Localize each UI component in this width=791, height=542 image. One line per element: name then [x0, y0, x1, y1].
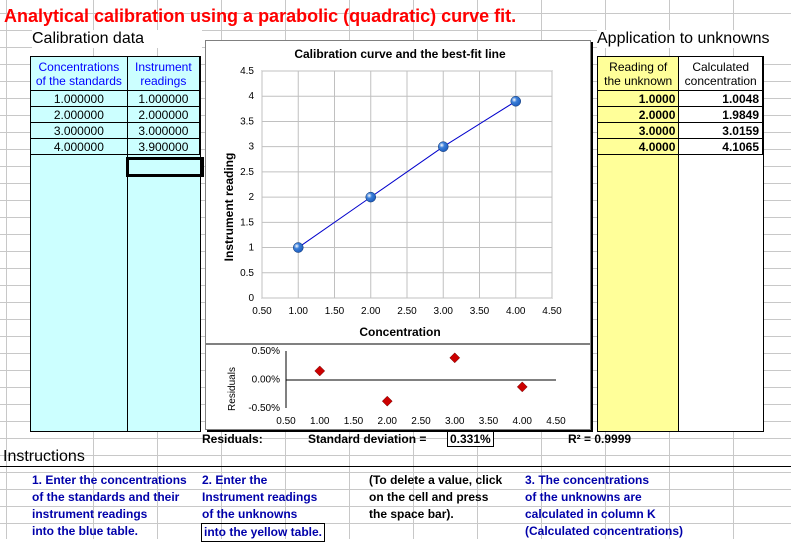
residual-x-tick-label: 3.00 — [445, 416, 465, 427]
y-tick-label: 1 — [248, 243, 254, 254]
residual-point — [516, 381, 528, 393]
residual-points — [314, 352, 528, 407]
calibration-chart-svg: Calibration curve and the best-fit line … — [222, 47, 562, 339]
standards-col-header: Concentrations of the standards — [30, 56, 128, 91]
y-tick-label: 4 — [248, 91, 254, 102]
y-tick-label: 1.5 — [240, 217, 254, 228]
unknown-reading-cell[interactable]: 1.0000 — [596, 90, 680, 107]
x-tick-label: 0.50 — [252, 306, 272, 317]
table-row: 4.0000 4.1065 — [596, 138, 763, 155]
residual-y-tick-label: 0.50% — [252, 346, 280, 357]
y-tick-label: 0.5 — [240, 268, 254, 279]
instruction-step-2: 2. Enter the Instrument readings of the … — [201, 472, 326, 542]
residual-y-tick-label: 0.00% — [252, 375, 280, 386]
residuals-chart[interactable]: -0.50% 0.00% 0.50% 0.50 1.00 1.50 2.00 2.50 3.0… — [205, 344, 591, 430]
residual-x-tick-label: 4.00 — [513, 416, 533, 427]
unknowns-table: Reading of the unknown Calculated concentr… — [596, 56, 763, 155]
data-points — [293, 96, 521, 253]
fit-line-path — [297, 100, 517, 248]
y-tick-label: 2 — [248, 192, 254, 203]
data-point — [438, 141, 449, 152]
y-axis-label: Instrument reading — [222, 153, 236, 262]
calculated-conc-cell: 4.1065 — [678, 138, 763, 155]
table-row: 3.0000 3.0159 — [596, 122, 763, 139]
selected-cell[interactable] — [126, 157, 204, 177]
standard-conc-cell[interactable]: 1.000000 — [30, 90, 128, 107]
table-row: 1.0000 1.0048 — [596, 90, 763, 107]
y-tick-label: 3.5 — [240, 116, 254, 127]
x-tick-labels: 0.50 1.00 1.50 2.00 2.50 3.00 3.50 4.00 4.50 — [252, 306, 562, 317]
y-tick-label: 2.5 — [240, 167, 254, 178]
residual-x-tick-label: 2.00 — [378, 416, 398, 427]
x-axis-label: Concentration — [359, 325, 440, 339]
instrument-reading-cell[interactable]: 2.000000 — [126, 106, 201, 123]
x-tick-label: 4.00 — [506, 306, 526, 317]
y-tick-label: 3 — [248, 142, 254, 153]
residuals-chart-svg: -0.50% 0.00% 0.50% 0.50 1.00 1.50 2.00 2.50 3.0… — [227, 346, 566, 427]
fit-line — [297, 100, 517, 248]
residual-x-tick-label: 4.50 — [546, 416, 566, 427]
x-tick-label: 1.00 — [289, 306, 309, 317]
r-squared: R² = 0.9999 — [568, 432, 632, 446]
x-tick-label: 3.00 — [434, 306, 454, 317]
residual-x-tick-label: 0.50 — [276, 416, 296, 427]
residual-y-tick-labels: -0.50% 0.00% 0.50% — [248, 346, 280, 414]
x-tick-label: 2.50 — [397, 306, 417, 317]
unknown-reading-cell[interactable]: 3.0000 — [596, 122, 680, 139]
page-title: Analytical calibration using a parabolic… — [4, 6, 517, 26]
instructions-header: Instructions — [3, 448, 85, 465]
data-point — [510, 96, 521, 107]
instruction-delete-note: (To delete a value, click on the cell an… — [369, 473, 503, 521]
unknowns-header: Application to unknowns — [597, 30, 791, 48]
residual-y-tick-label: -0.50% — [248, 403, 280, 414]
standard-conc-cell[interactable]: 3.000000 — [30, 122, 128, 139]
residual-point — [449, 352, 461, 364]
calculated-conc-cell: 3.0159 — [678, 122, 763, 139]
standard-conc-cell[interactable]: 2.000000 — [30, 106, 128, 123]
residual-point — [381, 395, 393, 407]
residual-x-tick-label: 1.00 — [310, 416, 330, 427]
calibration-data-header: Calibration data — [32, 30, 202, 48]
table-row: 2.0000 1.9849 — [596, 106, 763, 123]
calibration-table: Concentrations of the standards Instrumen… — [30, 56, 201, 155]
unknown-reading-col-header: Reading of the unknown — [596, 56, 680, 91]
table-row: 3.000000 3.000000 — [30, 122, 201, 139]
unknown-reading-cell[interactable]: 4.0000 — [596, 138, 680, 155]
readings-col-header: Instrument readings — [126, 56, 201, 91]
instrument-reading-cell[interactable]: 3.900000 — [126, 138, 201, 155]
table-row: 4.000000 3.900000 — [30, 138, 201, 155]
residual-point — [314, 365, 326, 377]
calculated-conc-cell: 1.9849 — [678, 106, 763, 123]
instrument-reading-cell[interactable]: 3.000000 — [126, 122, 201, 139]
residual-x-tick-labels: 0.50 1.00 1.50 2.00 2.50 3.00 3.50 4.00 4.50 — [276, 416, 566, 427]
x-tick-label: 2.00 — [361, 306, 381, 317]
calibration-chart[interactable]: Calibration curve and the best-fit line … — [205, 40, 591, 344]
instruction-step-3: 3. The concentrations of the unknowns ar… — [525, 473, 684, 538]
divider — [0, 466, 791, 467]
residual-x-tick-label: 1.50 — [344, 416, 364, 427]
y-tick-label: 4.5 — [240, 66, 254, 77]
standard-conc-cell[interactable]: 4.000000 — [30, 138, 128, 155]
calculated-conc-col-header: Calculated concentration — [678, 56, 763, 91]
y-tick-labels: 0 0.5 1 1.5 2 2.5 3 3.5 4 4.5 — [240, 66, 254, 304]
data-point — [365, 191, 376, 203]
calculated-conc-cell: 1.0048 — [678, 90, 763, 107]
residual-x-tick-label: 2.50 — [411, 416, 431, 427]
residuals-axis-label: Residuals — [227, 367, 238, 411]
instrument-reading-cell[interactable]: 1.000000 — [126, 90, 201, 107]
x-tick-label: 4.50 — [542, 306, 562, 317]
unknown-reading-cell[interactable]: 2.0000 — [596, 106, 680, 123]
stddev-value: 0.331% — [447, 431, 494, 447]
x-tick-label: 1.50 — [325, 306, 345, 317]
y-tick-label: 0 — [248, 293, 254, 304]
stddev-label: Standard deviation = — [308, 432, 427, 446]
instruction-step-1: 1. Enter the concentrations of the stand… — [32, 473, 187, 538]
table-row: 2.000000 2.000000 — [30, 106, 201, 123]
x-tick-label: 3.50 — [470, 306, 490, 317]
table-row: 1.000000 1.000000 — [30, 90, 201, 107]
residuals-label: Residuals: — [202, 432, 263, 446]
chart-title: Calibration curve and the best-fit line — [294, 47, 506, 61]
data-point — [293, 242, 304, 253]
residual-x-tick-label: 3.50 — [479, 416, 499, 427]
